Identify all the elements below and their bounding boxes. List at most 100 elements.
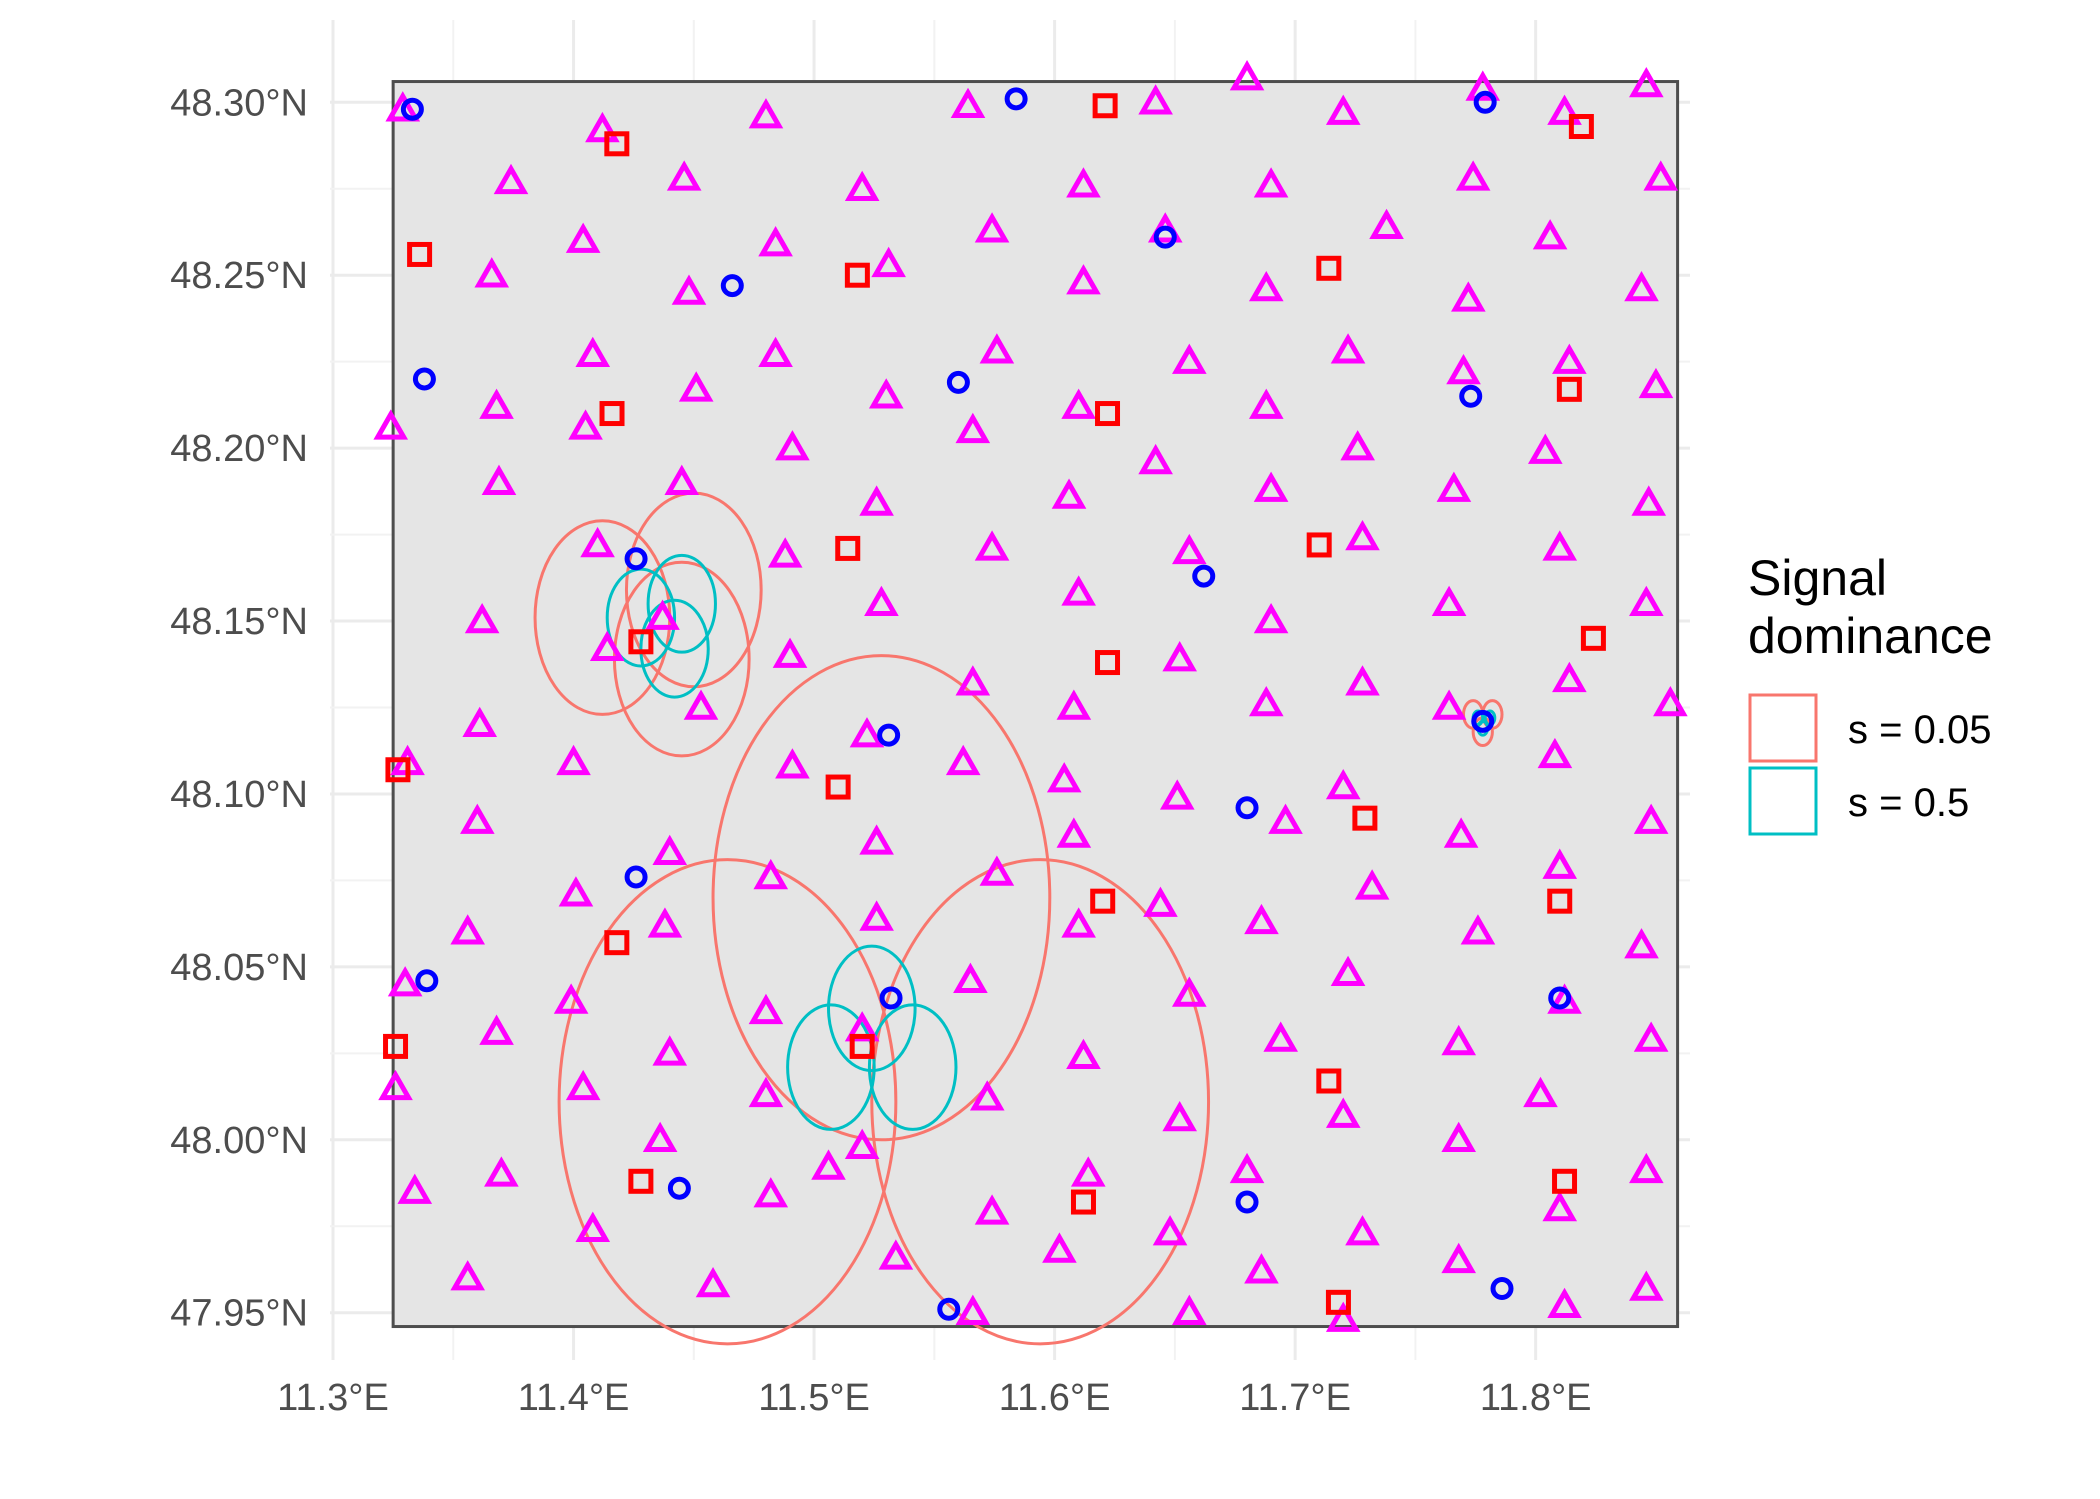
y-axis-tick-labels: 47.95°N 48.00°N 48.05°N 48.10°N 48.15°N 48.20…: [170, 82, 308, 1334]
triangle-point-151: [1171, 1294, 1207, 1325]
triangle-point-33: [678, 371, 714, 402]
triangle-point-11: [666, 160, 702, 191]
triangle-point-25: [1248, 271, 1284, 302]
triangle-point-38: [1171, 343, 1207, 374]
dominance-circle-0-3: [711, 654, 1052, 1142]
triangle-point-81: [462, 706, 498, 738]
triangle-point-26: [1369, 208, 1404, 240]
triangle-point-98: [859, 824, 894, 855]
legend-label-s005: s = 0.05: [1848, 708, 1991, 752]
triangle-point-75: [1248, 686, 1284, 717]
triangle-point-74: [1162, 641, 1197, 672]
triangle-point-101: [1143, 886, 1178, 917]
triangle-point-30: [373, 409, 409, 440]
square-point-18: [1090, 888, 1116, 914]
triangle-point-84: [775, 748, 810, 779]
triangle-point-9: [1629, 66, 1664, 98]
triangle-point-66: [1629, 585, 1664, 616]
triangle-point-94: [460, 803, 495, 834]
square-point-3: [407, 241, 433, 267]
square-point-21: [849, 1033, 875, 1059]
triangle-point-60: [1061, 575, 1096, 606]
triangle-point-48: [859, 485, 894, 516]
triangle-point-97: [753, 858, 789, 890]
circle-point-10: [1471, 709, 1495, 733]
triangle-point-133: [397, 1173, 433, 1204]
triangle-point-95: [558, 876, 594, 907]
triangle-point-113: [859, 900, 894, 931]
triangle-point-139: [1070, 1156, 1106, 1187]
square-point-1: [1092, 93, 1118, 119]
triangle-point-15: [1455, 160, 1491, 191]
triangle-point-87: [1046, 762, 1082, 793]
triangle-point-129: [1162, 1101, 1197, 1132]
triangle-point-34: [758, 336, 793, 367]
square-point-5: [1316, 255, 1342, 281]
circle-point-20: [937, 1297, 961, 1321]
triangle-point-99: [979, 855, 1015, 886]
triangle-point-147: [878, 1239, 914, 1270]
y-tick-label-2: 48.05°N: [170, 947, 308, 989]
triangle-point-153: [1325, 1301, 1361, 1332]
triangle-point-154: [1441, 1242, 1477, 1274]
triangle-point-58: [767, 537, 803, 568]
triangle-point-82: [556, 744, 591, 776]
x-tick-label-3: 11.6°E: [999, 1377, 1111, 1419]
triangle-point-155: [1547, 1287, 1582, 1319]
triangle-point-109: [479, 1014, 514, 1045]
triangle-point-134: [484, 1156, 519, 1187]
triangle-point-83: [683, 689, 719, 720]
triangle-point-73: [1056, 689, 1092, 720]
triangle-point-12: [844, 170, 880, 201]
triangle-point-27: [1451, 281, 1486, 312]
triangle-point-102: [1244, 903, 1279, 935]
triangle-point-89: [1268, 803, 1303, 834]
circle-point-14: [415, 969, 439, 993]
triangle-point-152: [1244, 1253, 1279, 1284]
dominance-circle-1-4: [786, 1003, 876, 1131]
square-point-12: [1095, 650, 1121, 676]
triangle-point-41: [1446, 354, 1481, 385]
triangle-point-108: [387, 966, 423, 997]
triangle-point-128: [1066, 1038, 1101, 1070]
triangle-point-46: [664, 464, 700, 495]
triangle-point-13: [1066, 167, 1101, 198]
y-tick-label-6: 48.25°N: [170, 255, 308, 297]
triangle-point-107: [450, 914, 486, 945]
triangle-point-124: [652, 1035, 688, 1066]
square-point-14: [385, 757, 411, 783]
triangle-point-40: [1330, 333, 1366, 364]
x-tick-label-0: 11.3°E: [277, 1377, 389, 1419]
dominance-circle-1-3: [827, 944, 917, 1073]
y-tick-label-1: 48.00°N: [170, 1120, 308, 1162]
dominance-circle-0-5: [870, 858, 1211, 1346]
x-tick-label-4: 11.7°E: [1239, 1377, 1351, 1419]
triangle-point-29: [1624, 271, 1659, 302]
triangle-point-8: [1547, 94, 1582, 125]
square-point-9: [835, 535, 861, 561]
triangle-point-28: [1532, 219, 1568, 250]
legend-key-s005: [1748, 693, 1818, 763]
square-point-23: [628, 1168, 654, 1194]
triangle-point-57: [580, 526, 615, 558]
triangle-point-37: [1061, 388, 1096, 419]
triangle-point-114: [953, 962, 988, 993]
triangle-point-10: [493, 163, 529, 195]
study-region: [391, 80, 1680, 1329]
triangle-point-103: [1354, 869, 1390, 900]
triangle-point-42: [1552, 343, 1587, 374]
circle-point-4: [1153, 225, 1177, 249]
triangle-point-68: [589, 630, 625, 661]
triangle-point-143: [1629, 1152, 1664, 1184]
square-point-7: [1095, 401, 1121, 427]
triangle-point-76: [1345, 665, 1380, 696]
circle-point-8: [624, 547, 648, 571]
triangle-point-0: [385, 91, 421, 122]
triangle-point-20: [758, 226, 793, 257]
dominance-circle-1-1: [646, 553, 717, 654]
station-points: [373, 60, 1688, 1332]
circle-point-16: [1548, 986, 1572, 1010]
triangle-point-56: [1631, 485, 1667, 516]
triangle-point-72: [955, 665, 991, 696]
